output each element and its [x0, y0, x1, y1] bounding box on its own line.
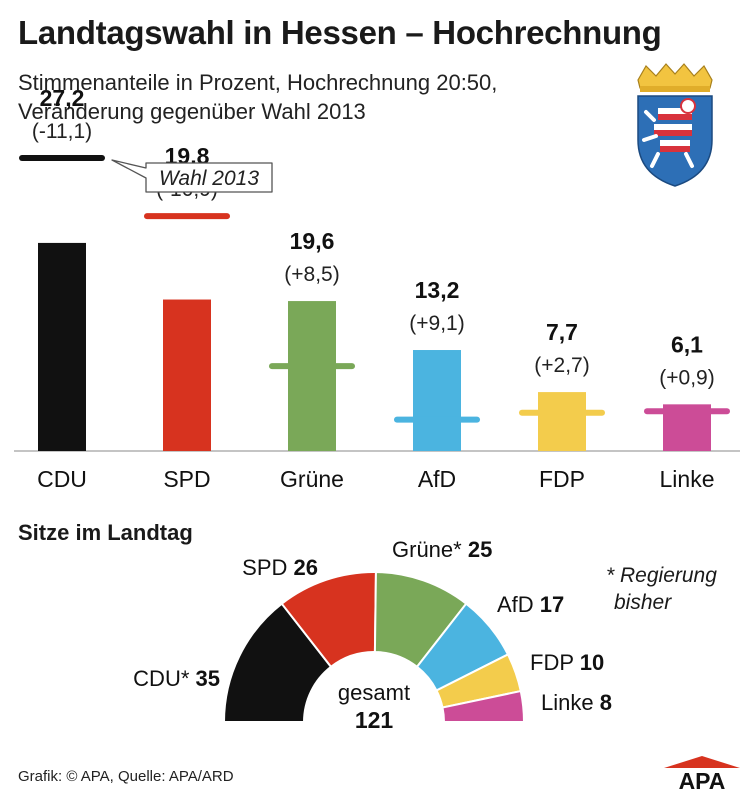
bar-afd [413, 350, 461, 451]
change-label-linke: (+0,9) [659, 366, 714, 389]
government-footnote: * Regierung bisher [606, 562, 717, 616]
seats-chart-title: Sitze im Landtag [18, 520, 193, 545]
category-label-fdp: FDP [539, 466, 585, 492]
seat-label-spd: SPD 26 [242, 555, 318, 580]
category-label-cdu: CDU [37, 466, 87, 492]
value-label-gr-ne: 19,6 [290, 228, 335, 254]
seat-segment-linke [441, 689, 526, 723]
seat-label-fdp: FDP 10 [530, 650, 604, 675]
total-seats-value: 121 [355, 707, 394, 733]
change-label-afd: (+9,1) [409, 312, 464, 335]
seat-label-count-cdu: 35 [196, 666, 220, 691]
value-label-afd: 13,2 [415, 277, 460, 303]
seat-label-linke: Linke 8 [541, 690, 612, 715]
category-label-gr-ne: Grüne [280, 466, 344, 492]
source-credit: Grafik: © APA, Quelle: APA/ARD [18, 768, 234, 785]
seat-label-gr-ne: Grüne* 25 [392, 537, 492, 562]
subtitle-line-2: Veränderung gegenüber Wahl 2013 [18, 99, 366, 124]
change-label-cdu: (-11,1) [32, 120, 92, 143]
chart-subtitle: Stimmenanteile in Prozent, Hochrechnung … [18, 68, 497, 126]
footnote-line-2: bisher [614, 591, 672, 614]
seat-label-count-linke: 8 [600, 690, 612, 715]
seat-label-name-cdu: CDU* [133, 666, 195, 691]
seat-label-name-linke: Linke [541, 690, 600, 715]
seat-label-name-afd: AfD [497, 592, 540, 617]
bar-spd [163, 299, 211, 451]
chart-title: Landtagswahl in Hessen – Hochrechnung [18, 14, 662, 51]
apa-logo-text: APA [679, 768, 726, 790]
legend-callout-box [111, 159, 273, 193]
apa-logo: APA [664, 756, 740, 790]
value-label-linke: 6,1 [671, 331, 703, 357]
change-label-gr-ne: (+8,5) [284, 263, 339, 286]
subtitle-line-1: Stimmenanteile in Prozent, Hochrechnung … [18, 70, 498, 95]
category-label-linke: Linke [660, 466, 715, 492]
bar-cdu [38, 242, 86, 451]
seat-label-count-afd: 17 [540, 592, 564, 617]
category-label-afd: AfD [418, 466, 456, 492]
bar-gr-ne [288, 301, 336, 451]
total-seats-label: gesamt [338, 680, 410, 705]
value-label-cdu: 27,2 [40, 85, 85, 111]
seat-label-count-gr-ne: 25 [468, 537, 492, 562]
category-label-spd: SPD [163, 466, 210, 492]
change-label-fdp: (+2,7) [534, 354, 589, 377]
vote-share-bar-chart: (-11,1)27,2CDU(-10,9)19,8SPD(+8,5)19,6Gr… [14, 85, 740, 492]
seat-label-afd: AfD 17 [497, 592, 564, 617]
hessen-coat-of-arms-icon [637, 63, 713, 187]
seat-label-cdu: CDU* 35 [133, 666, 220, 691]
seat-label-count-spd: 26 [294, 555, 318, 580]
seat-label-name-gr-ne: Grüne* [392, 537, 468, 562]
seat-label-count-fdp: 10 [580, 650, 604, 675]
footnote-line-1: * Regierung [606, 564, 717, 587]
bar-fdp [538, 392, 586, 451]
previous-election-legend: Wahl 2013 [111, 159, 273, 193]
seat-label-name-spd: SPD [242, 555, 293, 580]
legend-label: Wahl 2013 [159, 167, 259, 190]
seat-label-name-fdp: FDP [530, 650, 580, 675]
value-label-fdp: 7,7 [546, 319, 578, 345]
